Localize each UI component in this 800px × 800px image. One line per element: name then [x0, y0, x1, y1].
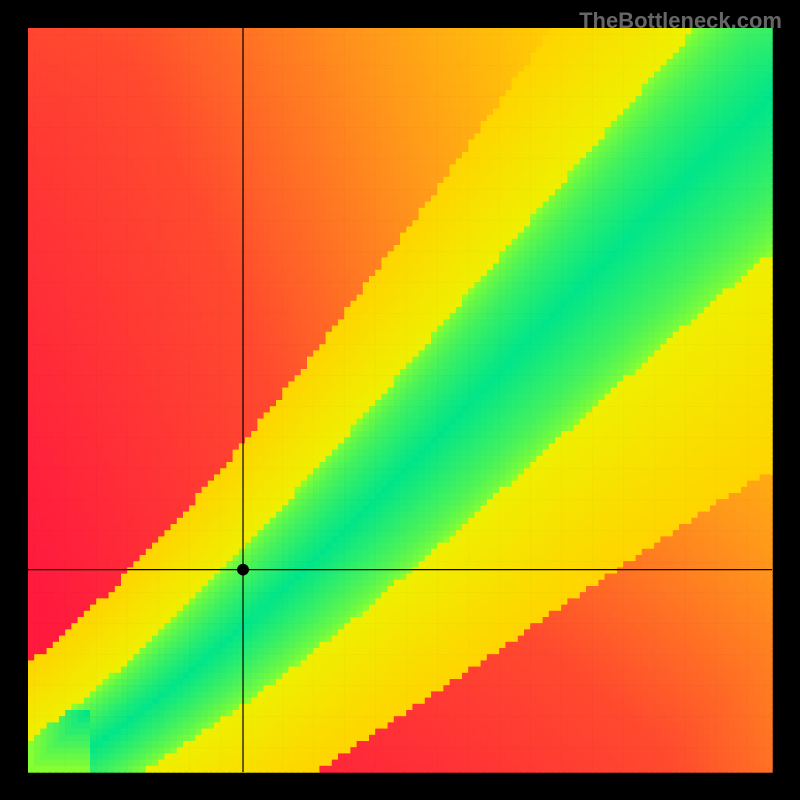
watermark-text: TheBottleneck.com	[579, 8, 782, 34]
heatmap-canvas	[0, 0, 800, 800]
chart-container: TheBottleneck.com	[0, 0, 800, 800]
